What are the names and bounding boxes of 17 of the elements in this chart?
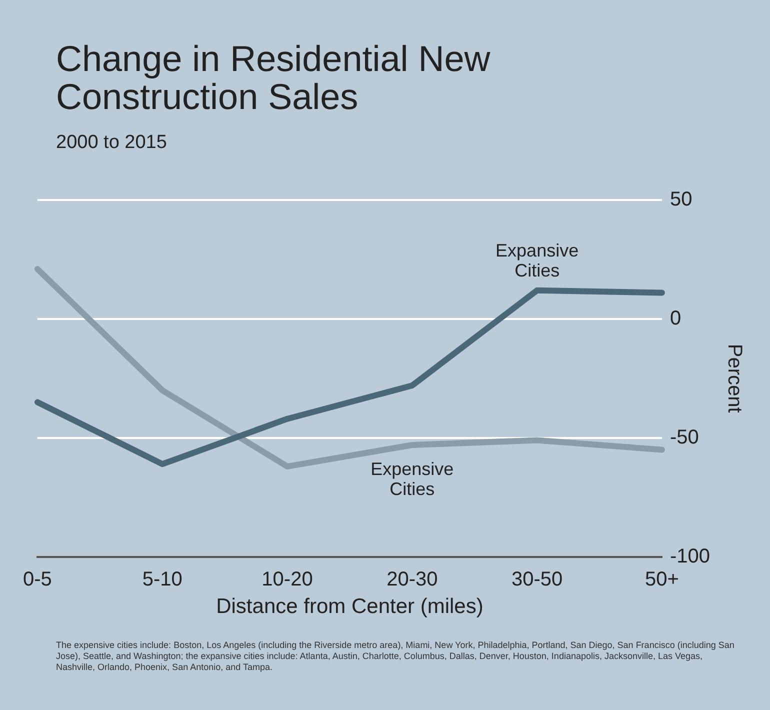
y-tick-label: -100: [670, 545, 710, 568]
x-axis-title: Distance from Center (miles): [216, 595, 484, 618]
text: The expensive cities include: Boston, Los Angeles (including the Riverside metro area), Miami, New York, Philadelphia, Portland, San Diego, San Francisco (including San Jose), Seattle, and Washington; the expansive cities include: Atlanta, Austin, Charlotte, Columbus, Dallas, Denver, Houston, Indianapolis, Jacksonville, Las Vegas, Nashville, Orlando, Phoenix, San Antonio, and Tampa.: [56, 640, 736, 673]
x-tick-label: 20-30: [386, 568, 438, 590]
y-tick-label: 0: [670, 307, 682, 330]
x-tick-label: 0-5: [23, 568, 52, 590]
y-axis-title: Percent: [723, 344, 746, 414]
x-tick-label: 50+: [645, 568, 679, 590]
chart-subtitle: 2000 to 2015: [56, 132, 167, 154]
y-tick-label: -50: [670, 426, 699, 448]
x-tick-label: 10-20: [262, 568, 313, 590]
chart-title: Change in Residential New Construction Sales: [56, 38, 492, 117]
x-tick-label: 5-10: [142, 568, 182, 590]
x-tick-label: 30-50: [511, 568, 563, 590]
series-label: Expensive Cities: [370, 459, 454, 500]
series-label: Expansive Cities: [496, 240, 579, 280]
y-tick-label: 50: [670, 188, 692, 211]
